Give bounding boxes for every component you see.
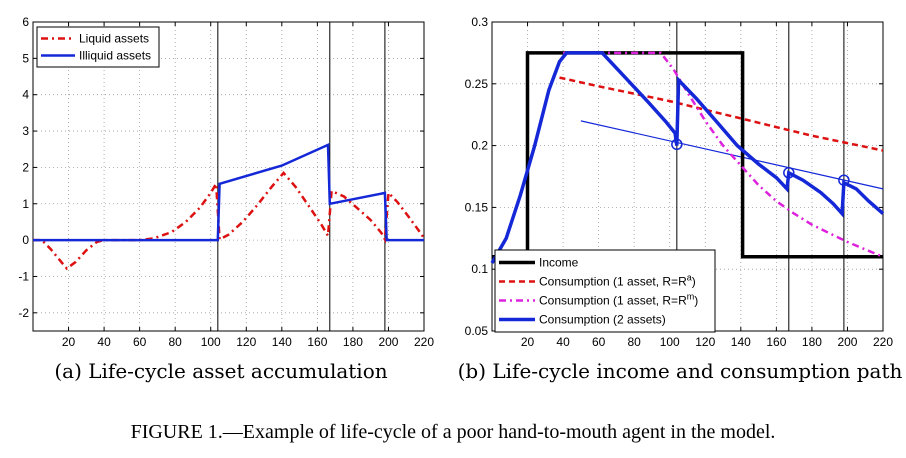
- legend-label: Consumption (2 assets): [539, 313, 666, 327]
- y-tick-label: 5: [22, 51, 29, 65]
- legend-label: Illiquid assets: [79, 49, 151, 63]
- event-circle-marker: [783, 167, 795, 179]
- y-tick-label: 0.3: [471, 15, 488, 29]
- y-tick-label: 6: [22, 15, 29, 29]
- event-circle-marker: [671, 138, 683, 151]
- series-line: [559, 76, 884, 152]
- y-tick-label: 0: [22, 233, 29, 247]
- plot-frame: [32, 21, 425, 332]
- x-tick-label: 60: [133, 335, 147, 349]
- y-tick-label: 0.2: [471, 139, 488, 153]
- x-tick-label: 40: [97, 335, 111, 349]
- x-tick-label: 60: [592, 335, 606, 349]
- y-tick-label: 0.1: [471, 262, 488, 276]
- x-tick-label: 220: [873, 335, 893, 349]
- x-tick-label: 120: [695, 335, 715, 349]
- y-tick-label: -1: [18, 269, 29, 283]
- x-tick-label: 180: [802, 335, 822, 349]
- x-tick-label: 80: [628, 335, 642, 349]
- y-tick-label: 0.25: [465, 77, 489, 91]
- y-tick-label: 0.15: [465, 200, 489, 214]
- series-line: [563, 51, 884, 258]
- legend-label: Income: [539, 256, 579, 270]
- panel-b-chart: 20 40 60 80 100 120 140 160 180 200 220 0.05 0.1 0.15…: [465, 15, 894, 349]
- y-tick-label: 3: [22, 124, 29, 138]
- x-tick-label: 160: [307, 335, 327, 349]
- x-tick-label: 200: [837, 335, 857, 349]
- series-line: [33, 170, 426, 271]
- panel-a-chart: 20 40 60 80 100 120 140 160 180 200 220 -2 -1 0 1 2 3 4 5 6…: [18, 15, 434, 349]
- panel-a-caption: (a) Life-cycle asset accumulation: [54, 359, 387, 383]
- x-tick-label: 220: [414, 335, 434, 349]
- x-tick-label: 40: [556, 335, 570, 349]
- series-line: [33, 142, 424, 242]
- legend-box: [36, 26, 160, 68]
- y-tick-label: -2: [18, 306, 29, 320]
- y-tick-label: 2: [22, 160, 29, 174]
- panel-b-caption: (b) Life-cycle income and consumption pa…: [458, 359, 903, 383]
- event-circle-marker: [838, 174, 850, 186]
- x-tick-label: 100: [660, 335, 680, 349]
- x-tick-label: 200: [378, 335, 398, 349]
- legend-label: Consumption (1 asset, R=Ra): [539, 273, 696, 289]
- x-tick-label: 160: [766, 335, 786, 349]
- x-tick-label: 20: [62, 335, 76, 349]
- legend-label: Consumption (1 asset, R=Rm): [539, 292, 698, 308]
- x-tick-label: 140: [731, 335, 751, 349]
- y-tick-label: 4: [22, 88, 29, 102]
- series-line: [490, 51, 885, 264]
- y-tick-label: 1: [22, 197, 29, 211]
- x-tick-label: 80: [169, 335, 183, 349]
- legend-label: Liquid assets: [79, 32, 149, 46]
- x-tick-label: 100: [201, 335, 221, 349]
- x-tick-label: 120: [236, 335, 256, 349]
- x-tick-label: 140: [272, 335, 292, 349]
- x-tick-label: 180: [343, 335, 363, 349]
- figure-caption: FIGURE 1.—Example of life-cycle of a poo…: [131, 421, 776, 443]
- y-tick-label: 0.05: [465, 324, 489, 338]
- x-tick-label: 20: [521, 335, 535, 349]
